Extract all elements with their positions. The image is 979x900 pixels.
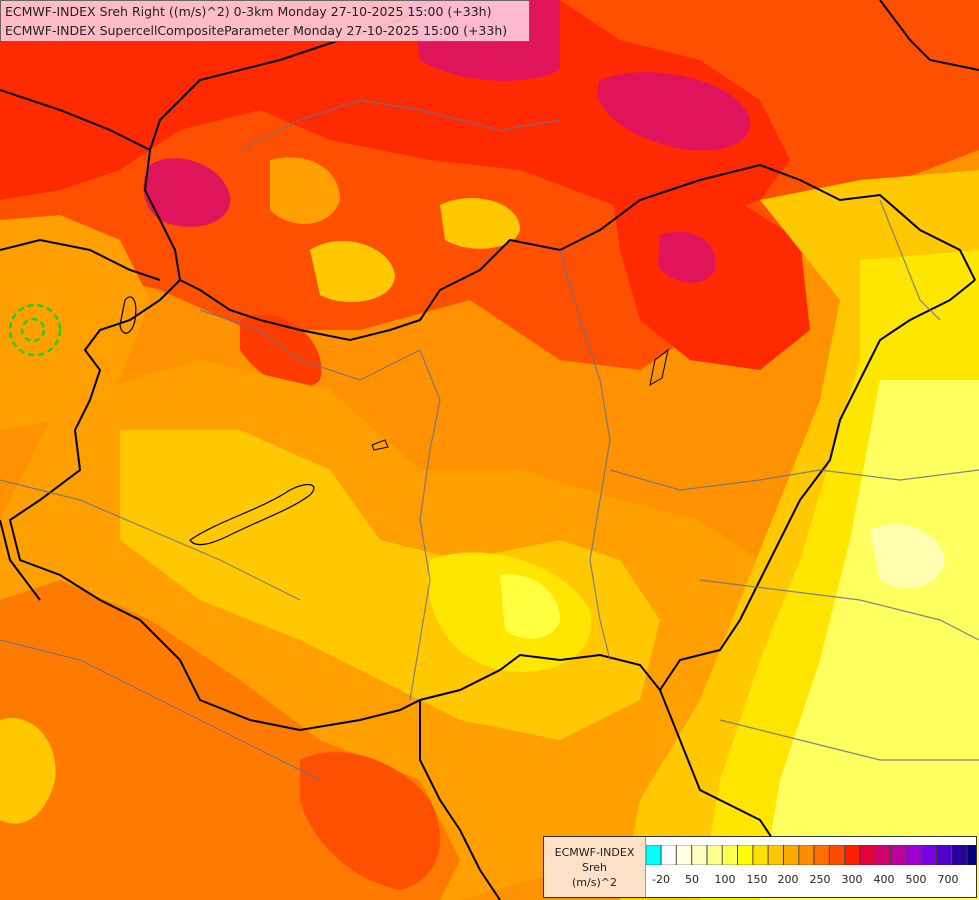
legend-label: ECMWF-INDEX Sreh (m/s)^2: [544, 837, 646, 897]
legend-swatch: [905, 845, 922, 865]
legend-swatch: [844, 845, 860, 865]
field-lightyellow-center: [500, 574, 560, 639]
map-title-box: ECMWF-INDEX Sreh Right ((m/s)^2) 0-3km M…: [0, 0, 530, 42]
river-1: [199, 309, 441, 701]
border-line-7: [879, 0, 979, 71]
field-red-north: [0, 0, 790, 230]
field-lightyellow-east: [760, 380, 979, 900]
legend-swatch: [798, 845, 815, 865]
legend-swatch: [951, 845, 968, 865]
legend-swatch: [859, 845, 876, 865]
river-3: [609, 469, 979, 491]
legend-swatch: [646, 845, 662, 865]
border-line-6: [0, 238, 161, 281]
field-deep-red-1: [143, 158, 231, 227]
border-line-5: [419, 700, 501, 900]
lake-balaton: [189, 483, 315, 546]
legend-tick-label: 500: [905, 873, 927, 886]
scp-contour-inner: [20, 317, 46, 343]
field-gold-2: [440, 198, 520, 249]
legend-variable: Sreh: [581, 861, 607, 874]
lake-small-2: [649, 348, 669, 386]
legend-swatch: [875, 845, 891, 865]
legend-tick-label: 250: [809, 873, 831, 886]
legend-swatch: [921, 845, 937, 865]
legend-tick-label: -20: [652, 873, 670, 886]
legend-tick-row: -20 50 100 150 200 250 300 400 500 700: [646, 873, 976, 889]
color-legend: ECMWF-INDEX Sreh (m/s)^2 -20 50 100 150 200 2…: [543, 836, 977, 898]
legend-swatch: [691, 845, 707, 865]
lake-small-1: [371, 439, 389, 451]
legend-swatch: [829, 845, 845, 865]
legend-swatch: [967, 845, 976, 865]
map-title-line-2: ECMWF-INDEX SupercellCompositeParameter …: [5, 23, 508, 38]
legend-swatch: [661, 845, 677, 865]
field-red-sw: [300, 752, 440, 890]
scp-contour-outer: [8, 303, 62, 357]
legend-swatch: [814, 845, 830, 865]
scp-contour: [8, 303, 62, 357]
field-gold-1: [310, 240, 395, 303]
legend-swatch: [783, 845, 799, 865]
legend-unit: (m/s)^2: [572, 876, 617, 889]
legend-tick-label: 700: [937, 873, 959, 886]
legend-tick-label: 150: [746, 873, 768, 886]
river-5: [719, 719, 979, 761]
river-7: [239, 99, 561, 151]
map-title-line-1: ECMWF-INDEX Sreh Right ((m/s)^2) 0-3km M…: [5, 4, 492, 19]
river-6: [0, 479, 301, 601]
field-amber-2: [0, 215, 150, 430]
legend-swatch: [752, 845, 769, 865]
legend-tick-label: 300: [841, 873, 863, 886]
legend-swatch: [737, 845, 753, 865]
legend-tick-label: 50: [685, 873, 699, 886]
field-pale-east: [870, 524, 945, 589]
border-line-2: [143, 149, 976, 342]
legend-tick-label: 100: [714, 873, 736, 886]
field-red-west: [240, 314, 322, 389]
river-9: [879, 199, 941, 321]
legend-swatch-bar: [646, 845, 976, 865]
river-4: [699, 579, 979, 641]
legend-tick-label: 200: [777, 873, 799, 886]
border-line-3: [8, 279, 781, 851]
legend-swatch: [768, 845, 784, 865]
legend-swatch: [936, 845, 952, 865]
legend-tick-label: 400: [873, 873, 895, 886]
field-deep-red-4: [658, 231, 716, 283]
rivers: [0, 99, 979, 781]
legend-model: ECMWF-INDEX: [554, 846, 635, 859]
legend-swatch: [676, 845, 692, 865]
field-yellow-sw: [0, 718, 56, 824]
legend-swatch: [722, 845, 738, 865]
field-amber-1: [270, 157, 340, 224]
legend-swatch: [706, 845, 723, 865]
border-line-8: [0, 519, 41, 601]
river-8: [0, 639, 321, 781]
legend-swatch: [890, 845, 906, 865]
river-2: [559, 249, 611, 661]
field-deep-red-2: [597, 72, 751, 151]
lake-neusiedl: [119, 296, 137, 334]
border-line-4: [659, 279, 976, 691]
